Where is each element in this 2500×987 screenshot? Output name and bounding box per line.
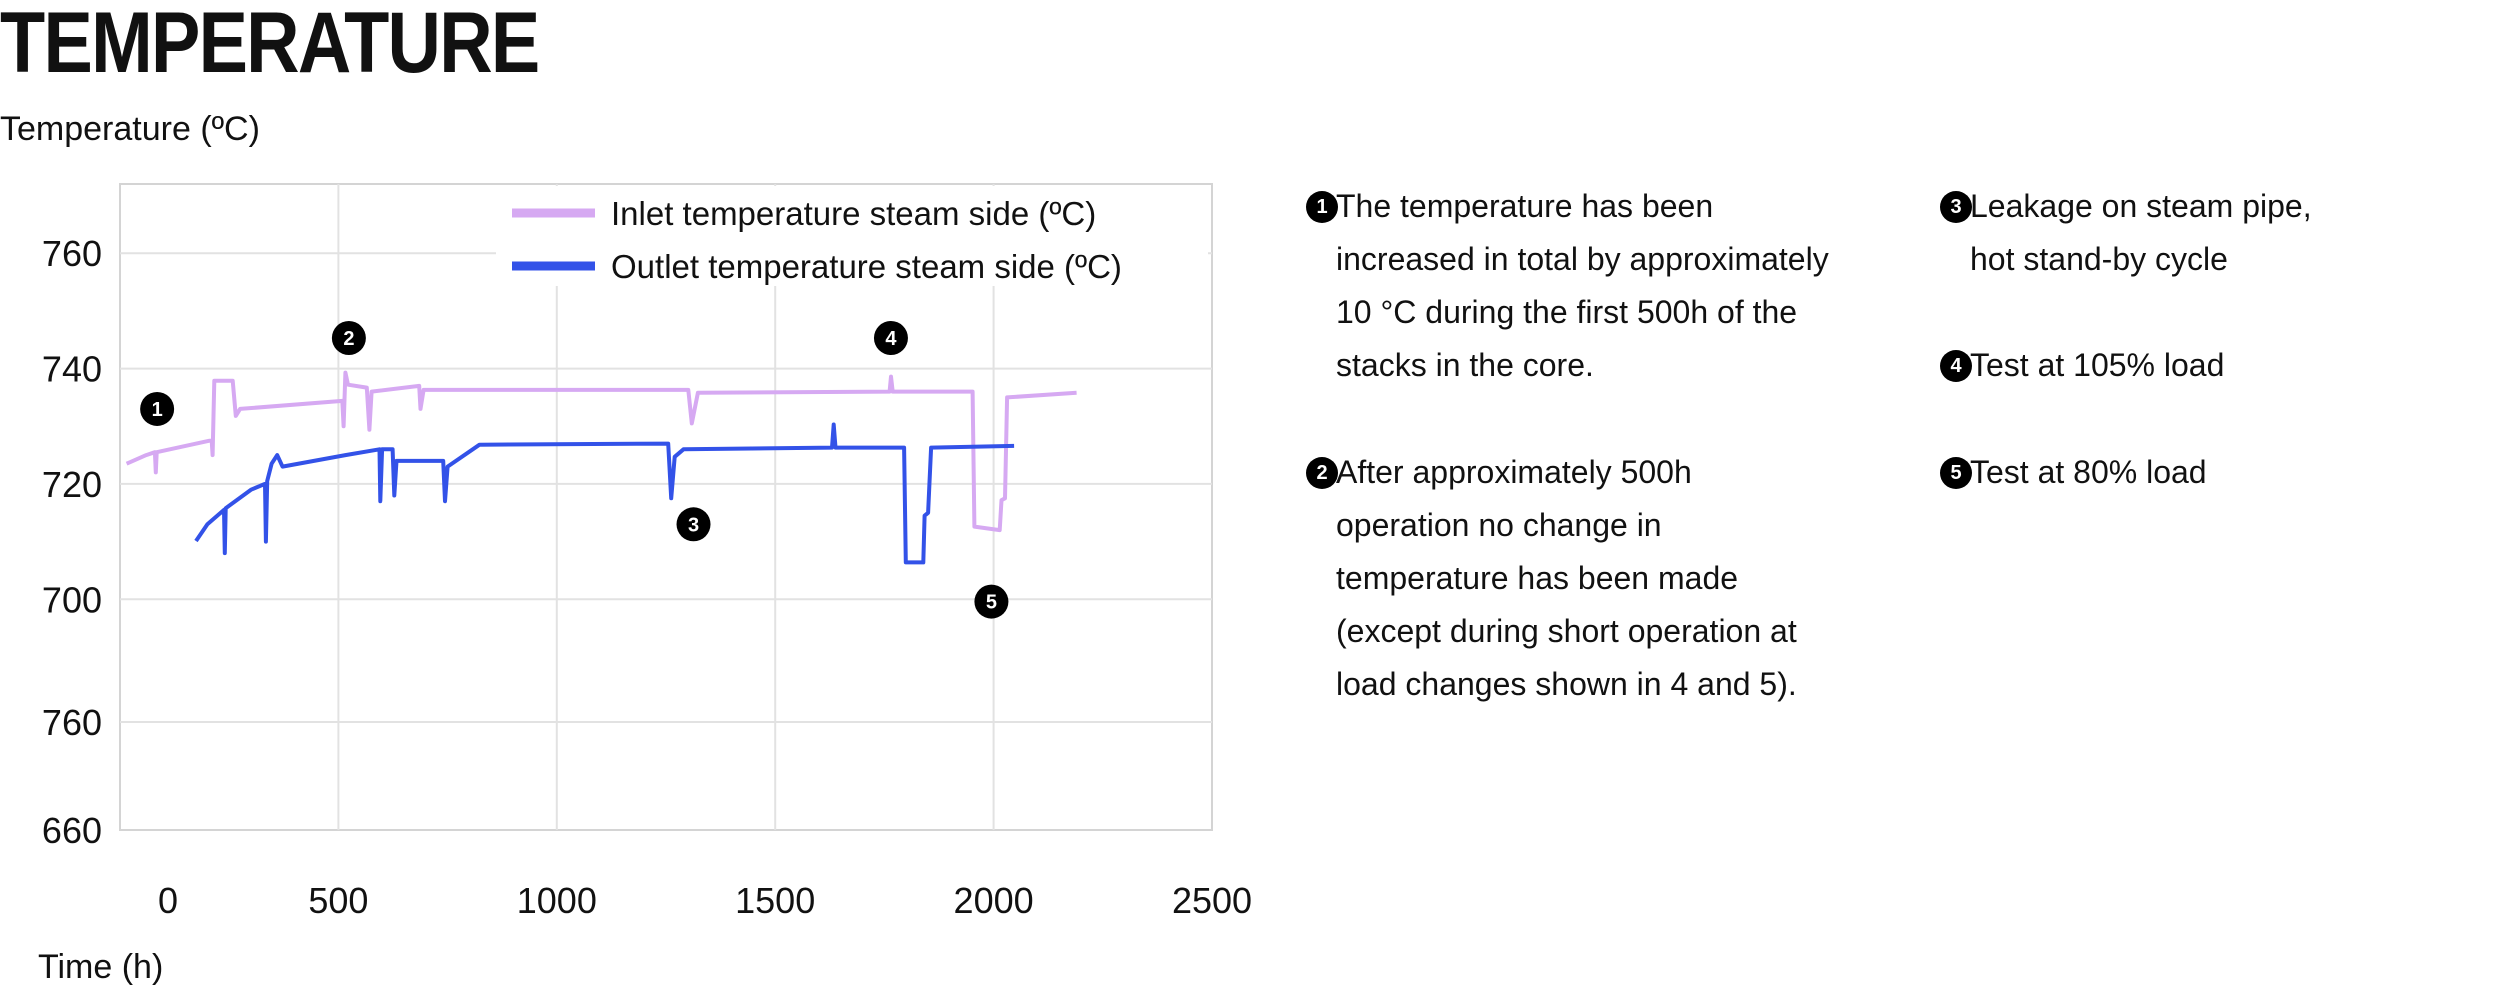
y-tick-label: 660 <box>42 810 102 851</box>
x-axis-label: Time (h) <box>38 948 164 986</box>
annotation-circle <box>974 584 1009 619</box>
x-tick-label: 500 <box>308 880 368 921</box>
series-line-outlet <box>194 422 1015 565</box>
legend-label-outlet: Outlet temperature steam side (ºC) <box>611 248 1122 285</box>
annotation-marker-4: 4 <box>873 321 908 356</box>
x-tick-label: 0 <box>158 880 178 921</box>
y-tick-label: 700 <box>42 579 102 620</box>
annotation-circle <box>331 321 366 356</box>
x-tick-label: 2500 <box>1172 880 1252 921</box>
marker-badge-3: 3 <box>1940 191 1972 223</box>
annotation-label: 3 <box>688 514 699 536</box>
x-tick-label: 2000 <box>954 880 1034 921</box>
note-text: The temperature has been increased in to… <box>1336 188 1829 383</box>
annotation-label: 2 <box>343 328 354 350</box>
note-text: After approximately 500h operation no ch… <box>1336 454 1797 702</box>
y-axis-label: Temperature (ºC) <box>0 110 260 148</box>
annotation-marker-5: 5 <box>974 584 1009 619</box>
annotation-circle <box>140 391 175 426</box>
legend: Inlet temperature steam side (ºC) Outlet… <box>496 186 1208 286</box>
marker-badge-4: 4 <box>1940 350 1972 382</box>
marker-badge-5: 5 <box>1940 457 1972 489</box>
marker-badge-1: 1 <box>1306 191 1338 223</box>
legend-label-inlet: Inlet temperature steam side (ºC) <box>611 195 1096 232</box>
legend-background <box>496 186 1208 286</box>
note-4: 4 Test at 105% load <box>1940 339 2225 392</box>
note-1: 1 The temperature has been increased in … <box>1306 180 1829 392</box>
note-text: Test at 105% load <box>1970 347 2225 383</box>
annotation-label: 4 <box>885 328 897 350</box>
y-tick-label: 720 <box>42 464 102 505</box>
annotation-label: 1 <box>152 399 163 421</box>
annotation-circle <box>676 507 711 542</box>
x-tick-label: 1500 <box>735 880 815 921</box>
plot-area <box>119 183 1213 831</box>
y-tick-label: 760 <box>42 702 102 743</box>
page-title: TEMPERATURE <box>0 0 540 91</box>
annotation-marker-2: 2 <box>331 321 366 356</box>
note-3: 3 Leakage on steam pipe, hot stand-by cy… <box>1940 180 2312 286</box>
annotation-marker-3: 3 <box>676 507 711 542</box>
note-text: Test at 80% load <box>1970 454 2207 490</box>
annotation-marker-1: 1 <box>140 391 175 426</box>
y-tick-label: 740 <box>42 349 102 390</box>
marker-badge-2: 2 <box>1306 457 1338 489</box>
note-5: 5 Test at 80% load <box>1940 446 2207 499</box>
y-tick-label: 760 <box>42 233 102 274</box>
note-2: 2 After approximately 500h operation no … <box>1306 446 1797 711</box>
x-tick-label: 1000 <box>517 880 597 921</box>
annotation-label: 5 <box>986 592 997 614</box>
note-text: Leakage on steam pipe, hot stand-by cycl… <box>1970 188 2312 277</box>
annotation-circle <box>873 321 908 356</box>
series-line-inlet <box>125 370 1077 533</box>
